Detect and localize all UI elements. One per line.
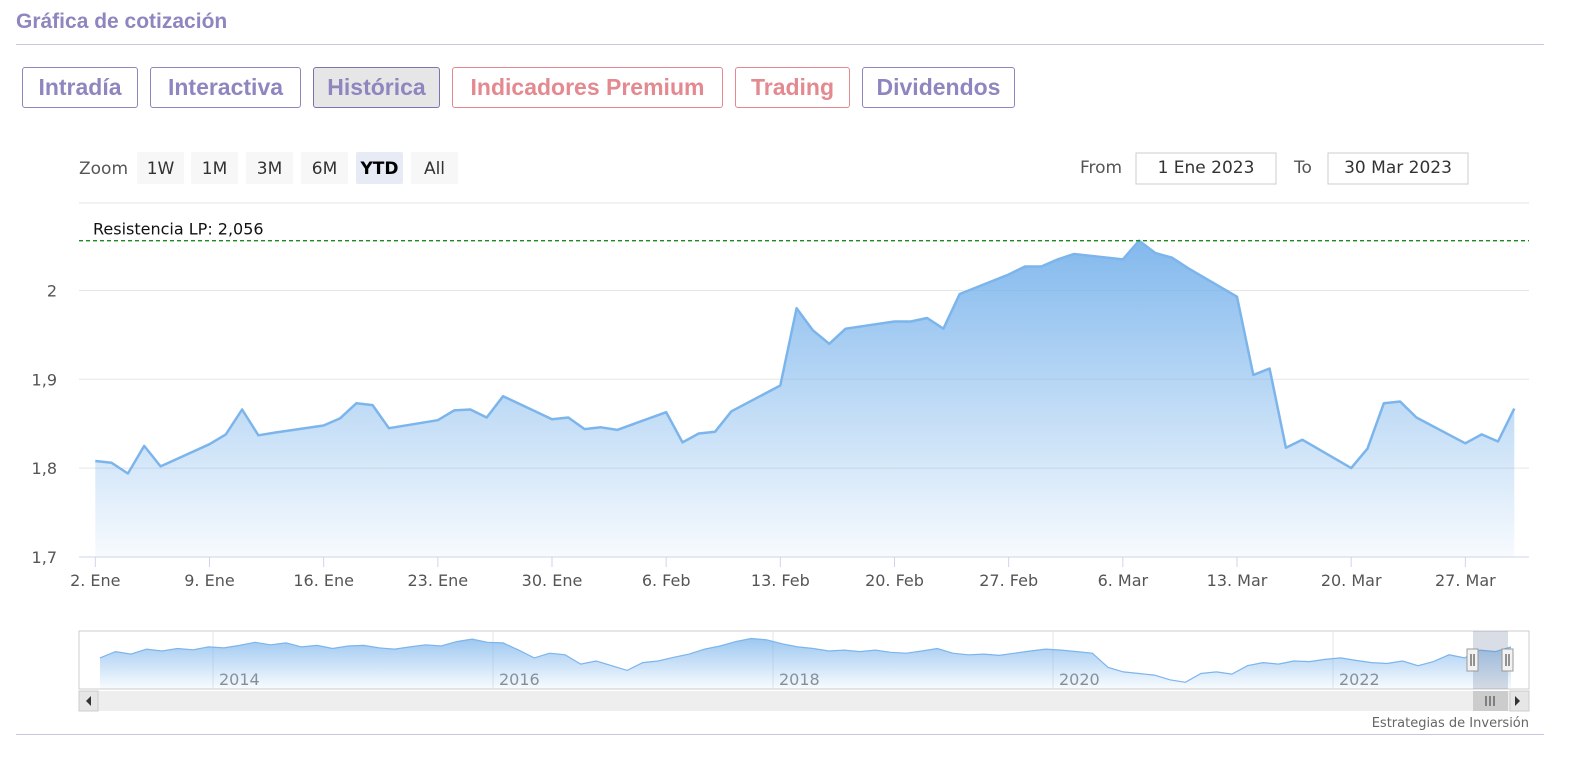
resistance-label: Resistencia LP: 2,056 [93,220,264,239]
navigator-left-handle[interactable] [1466,648,1479,672]
scrollbar-track[interactable] [79,691,1529,711]
scroll-right-button[interactable] [1509,690,1530,712]
tab-trading[interactable]: Trading [735,67,850,108]
x-tick-label: 13. Mar [1207,571,1268,590]
y-tick-label: 1,8 [32,459,57,478]
zoom-6m-button[interactable]: 6M [301,152,348,184]
x-tick-label: 6. Mar [1098,571,1149,590]
tab-indicadores-premium[interactable]: Indicadores Premium [452,67,723,108]
y-tick-label: 1,9 [32,370,57,389]
title-divider [16,44,1544,45]
x-tick-label: 16. Ene [293,571,354,590]
zoom-ytd-button[interactable]: YTD [356,152,403,184]
zoom-button-label: 3M [257,159,282,179]
zoom-buttons: 1W 1M 3M 6M YTD All [137,152,458,184]
to-date-value: 30 Mar 2023 [1344,158,1452,178]
tab-intradia[interactable]: Intradía [22,67,138,108]
arrow-right-icon [1515,696,1520,706]
page-title: Gráfica de cotización [16,10,228,33]
zoom-button-label: 1W [147,159,175,179]
y-axis-labels: 1,7 1,8 1,9 2 [32,281,57,567]
zoom-button-label: 6M [312,159,337,179]
x-tick-label: 27. Mar [1435,571,1496,590]
from-label: From [1080,158,1122,178]
tab-interactiva[interactable]: Interactiva [150,67,301,108]
navigator-right-handle[interactable] [1501,648,1514,672]
zoom-all-button[interactable]: All [411,152,458,184]
scroll-left-button[interactable] [78,690,99,712]
arrow-left-icon [86,696,91,706]
x-tick-label: 13. Feb [751,571,810,590]
price-area [95,240,1515,557]
from-date-value: 1 Ene 2023 [1158,158,1255,178]
zoom-1w-button[interactable]: 1W [137,152,184,184]
x-tick-label: 9. Ene [184,571,234,590]
x-tick-label: 6. Feb [642,571,691,590]
to-date-input[interactable] [1327,152,1469,185]
zoom-3m-button[interactable]: 3M [246,152,293,184]
x-axis-labels: 2. Ene 9. Ene 16. Ene 23. Ene 30. Ene 6. Feb 1… [70,557,1496,590]
x-tick-label: 20. Feb [865,571,924,590]
y-tick-label: 2 [47,281,57,300]
x-tick-label: 2. Ene [70,571,120,590]
zoom-1m-button[interactable]: 1M [191,152,238,184]
from-date-input[interactable] [1135,152,1277,185]
tab-dividendos[interactable]: Dividendos [862,67,1015,108]
zoom-button-label: 1M [202,159,227,179]
zoom-button-label: YTD [359,159,398,179]
to-label: To [1293,158,1312,178]
credits-label[interactable]: Estrategias de Inversión [1372,716,1529,731]
x-tick-label: 27. Feb [979,571,1038,590]
x-tick-label: 30. Ene [522,571,583,590]
x-tick-label: 23. Ene [408,571,469,590]
zoom-label: Zoom [79,159,128,179]
zoom-button-label: All [424,159,445,179]
scrollbar-thumb[interactable] [1473,691,1508,711]
tab-historica[interactable]: Histórica [313,67,440,108]
x-tick-label: 20. Mar [1321,571,1382,590]
price-line [95,239,1516,475]
navigator-line [99,637,1512,683]
y-tick-label: 1,7 [32,548,57,567]
bottom-divider [16,734,1544,735]
